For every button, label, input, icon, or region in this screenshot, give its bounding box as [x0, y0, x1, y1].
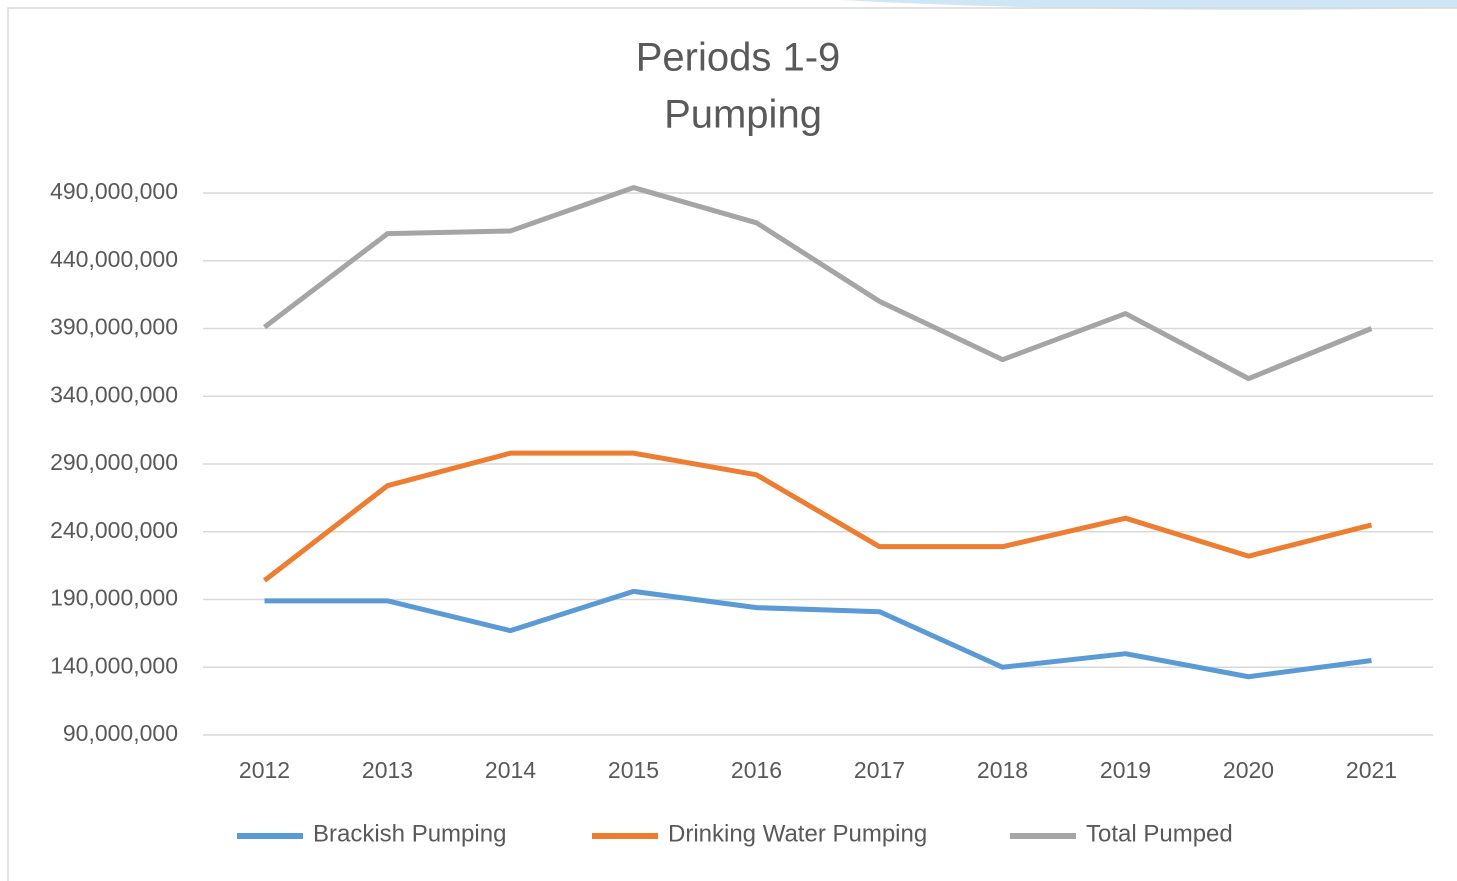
chart-title: Pumping [664, 93, 822, 137]
x-tick-label: 2018 [977, 757, 1028, 783]
x-tick-label: 2014 [485, 757, 536, 783]
x-tick-label: 2020 [1223, 757, 1274, 783]
x-tick-label: 2019 [1100, 757, 1151, 783]
y-tick-label: 440,000,000 [50, 246, 178, 272]
chart-frame [7, 7, 1457, 881]
y-tick-label: 290,000,000 [50, 449, 178, 475]
series-line [264, 588, 1372, 680]
series-line [262, 450, 1373, 583]
chart-title: Periods 1-9 [636, 36, 841, 80]
x-tick-label: 2017 [854, 757, 905, 783]
y-tick-label: 190,000,000 [50, 585, 178, 611]
y-tick-label: 390,000,000 [50, 314, 178, 340]
series-line [262, 185, 1373, 382]
legend-label: Drinking Water Pumping [668, 820, 927, 847]
y-tick-label: 340,000,000 [50, 381, 178, 407]
y-tick-label: 240,000,000 [50, 517, 178, 543]
x-tick-label: 2016 [731, 757, 782, 783]
x-tick-label: 2015 [608, 757, 659, 783]
x-tick-label: 2021 [1346, 757, 1397, 783]
legend-label: Total Pumped [1086, 820, 1233, 847]
legend-label: Brackish Pumping [313, 820, 506, 847]
y-tick-label: 490,000,000 [50, 178, 178, 204]
x-tick-label: 2013 [362, 757, 413, 783]
x-tick-label: 2012 [239, 757, 290, 783]
y-tick-label: 90,000,000 [63, 720, 178, 746]
y-tick-label: 140,000,000 [50, 652, 178, 678]
